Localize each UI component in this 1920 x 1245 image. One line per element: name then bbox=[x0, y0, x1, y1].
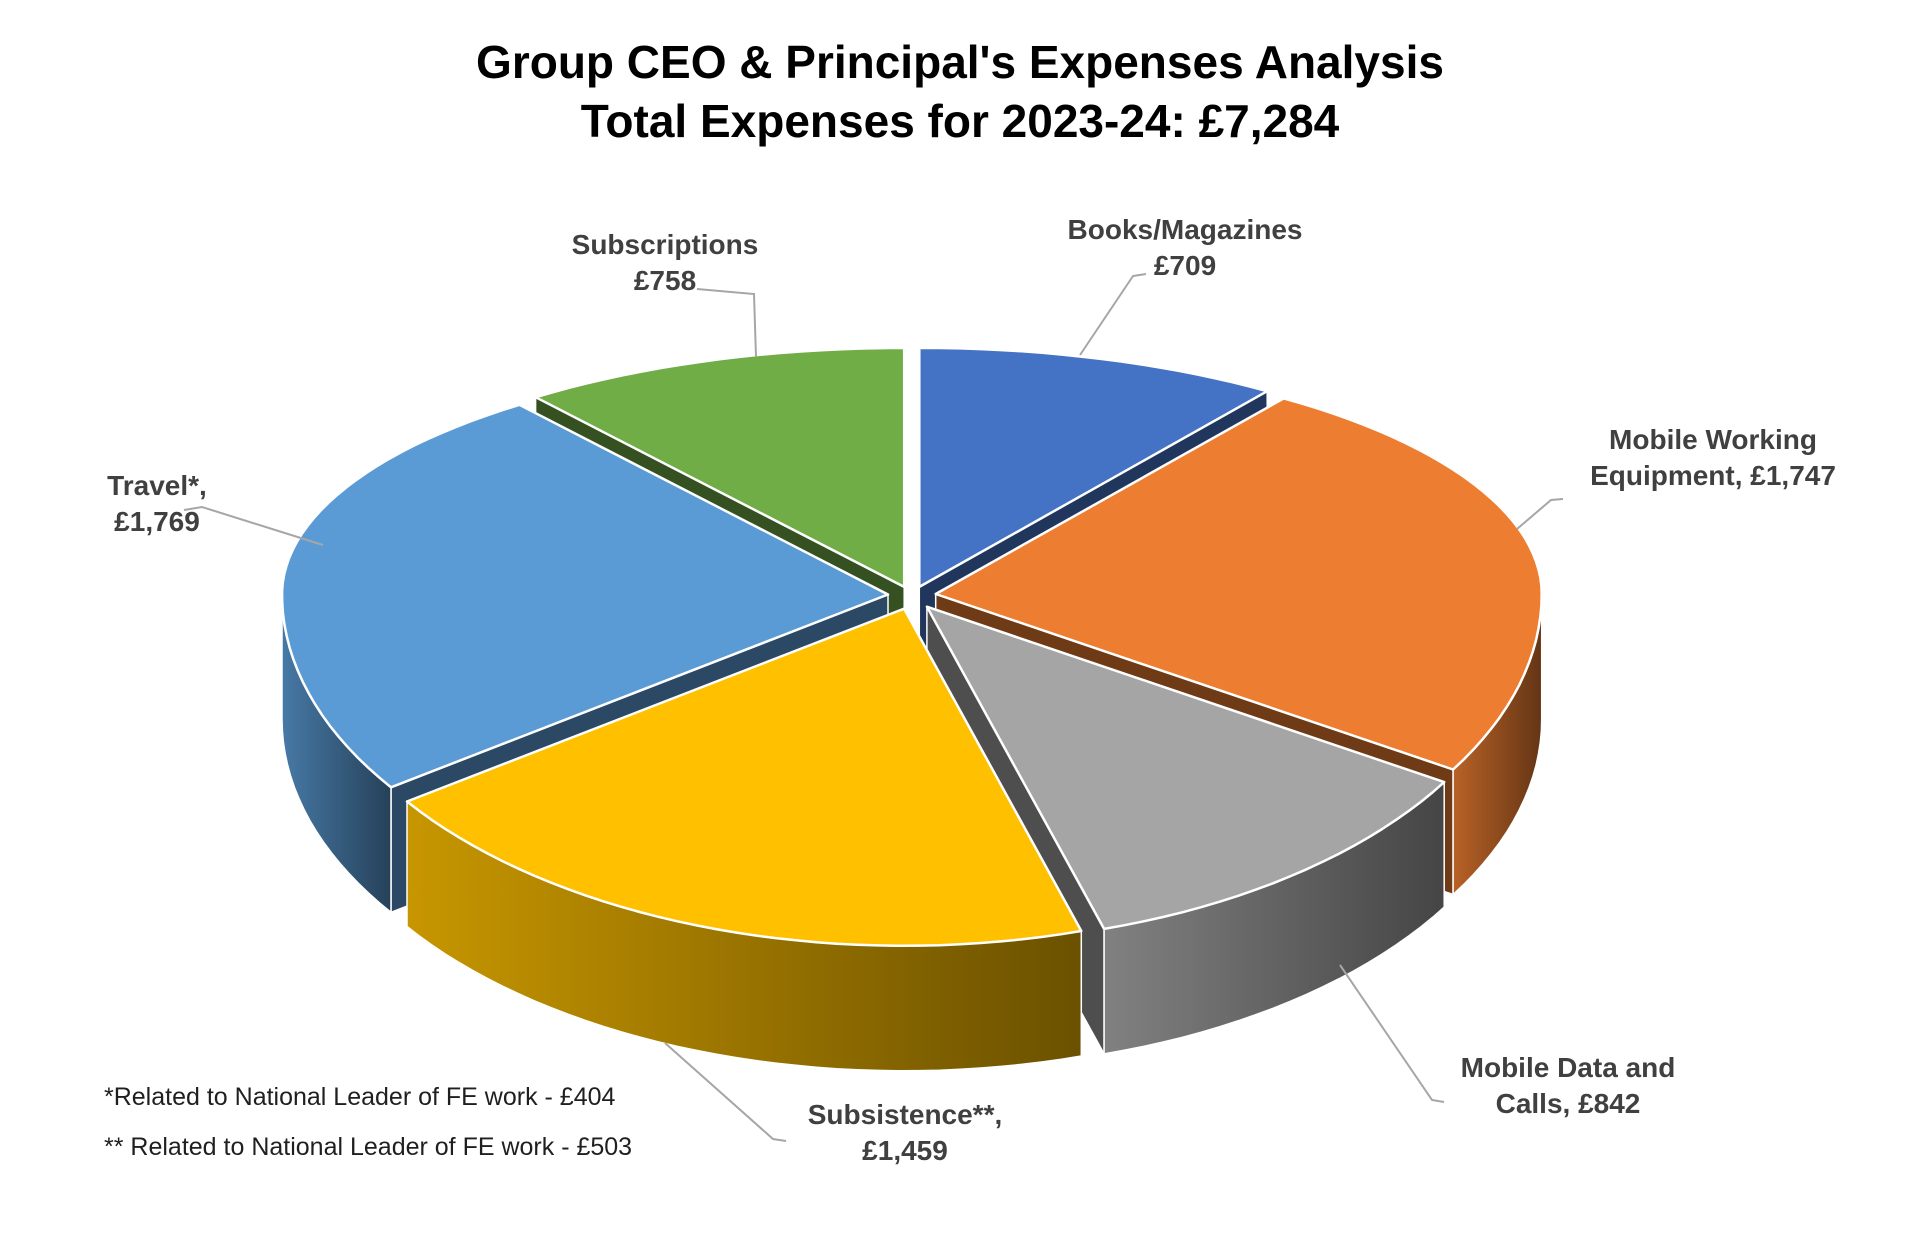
slice-label-text: Subscriptions bbox=[571, 229, 759, 260]
slice-label-value: Equipment, £1,747 bbox=[1590, 460, 1836, 491]
chart-title-line2: Total Expenses for 2023-24: £7,284 bbox=[580, 95, 1340, 147]
leader-line-travel bbox=[183, 505, 324, 546]
chart-title-line1: Group CEO & Principal's Expenses Analysi… bbox=[476, 36, 1444, 88]
leader-line-mobile-data-and-calls bbox=[1339, 964, 1445, 1103]
slice-label-value: £758 bbox=[633, 265, 697, 296]
pie-slice-books[interactable] bbox=[918, 346, 1269, 589]
slice-label-text: Subsistence**, bbox=[807, 1099, 1003, 1130]
slice-label-value: £709 bbox=[1153, 250, 1217, 281]
slice-label-mobile-data-and-calls: Mobile Data and Calls, £842 bbox=[1461, 1050, 1676, 1122]
chart-title: Group CEO & Principal's Expenses Analysi… bbox=[0, 33, 1920, 151]
leader-line-subscriptions bbox=[696, 288, 757, 358]
slice-label-text: Mobile Data and bbox=[1460, 1052, 1676, 1083]
slice-label-text: Mobile Working bbox=[1609, 424, 1817, 455]
pie-slice-travel[interactable] bbox=[280, 403, 890, 789]
leader-line-subsistence bbox=[664, 1042, 787, 1142]
slice-label-mobile-working-equipment: Mobile Working Equipment, £1,747 bbox=[1590, 422, 1836, 494]
pie-slice-subsistence[interactable] bbox=[405, 607, 1083, 947]
slice-label-value: £1,769 bbox=[114, 506, 200, 537]
footnote-subsistence: ** Related to National Leader of FE work… bbox=[104, 1133, 633, 1161]
slice-label-text: Books/Magazines bbox=[1067, 214, 1303, 245]
slice-label-value: £1,459 bbox=[862, 1135, 948, 1166]
footnote-travel: *Related to National Leader of FE work -… bbox=[104, 1083, 616, 1111]
slice-label-books: Books/Magazines £709 bbox=[1068, 212, 1303, 284]
pie-slice-mobile-working-equipment[interactable] bbox=[934, 397, 1543, 771]
slice-label-subsistence: Subsistence**, £1,459 bbox=[808, 1097, 1003, 1169]
slice-label-text: Travel*, bbox=[107, 470, 207, 501]
leader-line-mobile-working-equipment bbox=[1516, 498, 1564, 530]
slice-label-subscriptions: Subscriptions £758 bbox=[572, 227, 759, 299]
slice-label-value: Calls, £842 bbox=[1495, 1088, 1641, 1119]
slice-label-travel: Travel*, £1,769 bbox=[107, 468, 207, 540]
pie-slice-subscriptions[interactable] bbox=[534, 346, 906, 589]
pie-slice-mobile-data-and-calls[interactable] bbox=[925, 605, 1446, 931]
leader-line-books bbox=[1079, 273, 1147, 356]
